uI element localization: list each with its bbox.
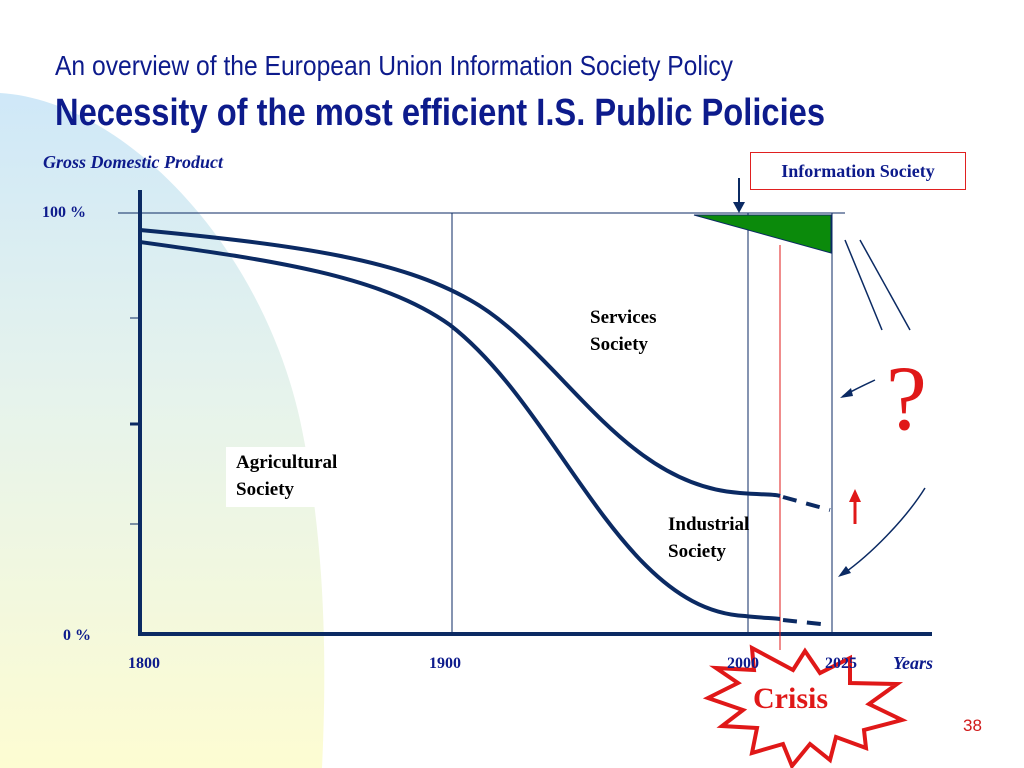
y-tick-label-0: 0 %	[63, 627, 91, 644]
diagonal-lines	[844, 239, 911, 331]
x-tick-label-1800: 1800	[128, 655, 160, 672]
agricultural-curve	[139, 228, 781, 498]
agricultural-society-label: Agricultural Society	[226, 447, 362, 507]
industrial-society-label: Industrial Society	[668, 511, 749, 565]
crisis-starburst	[702, 644, 908, 768]
information-society-label: Information Society	[781, 160, 935, 181]
x-axis-label: Years	[893, 653, 933, 673]
industrial-curve-projection	[782, 618, 831, 627]
background-arc	[0, 93, 325, 768]
y-tick-label-100: 100 %	[42, 204, 86, 221]
curved-arrow-upper	[840, 379, 876, 398]
page-number: 38	[963, 716, 982, 735]
services-society-label: Services Society	[590, 304, 656, 358]
services-line-2: Society	[590, 334, 649, 355]
info-society-pointer-arrow	[733, 178, 745, 213]
industrial-line-2: Society	[668, 541, 727, 562]
x-tick-label-2025: 2025	[825, 655, 857, 672]
question-mark: ?	[886, 347, 927, 449]
y-axis-label: Gross Domestic Product	[43, 152, 223, 172]
x-tick-label-2000: 2000	[727, 655, 759, 672]
x-tick-label-1900: 1900	[429, 655, 461, 672]
curved-arrow-lower	[838, 487, 926, 577]
industrial-curve	[139, 240, 781, 621]
slide-subtitle: An overview of the European Union Inform…	[55, 50, 733, 81]
services-line-1: Services	[590, 307, 657, 328]
red-up-arrow	[849, 489, 861, 524]
crisis-label: Crisis	[753, 682, 828, 715]
information-society-wedge	[693, 214, 832, 254]
information-society-box: Information Society	[750, 152, 966, 190]
agricultural-line-1: Agricultural	[236, 452, 338, 473]
slide-title: Necessity of the most efficient I.S. Pub…	[55, 92, 826, 134]
agricultural-curve-projection	[782, 495, 831, 512]
agricultural-line-2: Society	[236, 479, 295, 500]
industrial-line-1: Industrial	[668, 514, 750, 535]
